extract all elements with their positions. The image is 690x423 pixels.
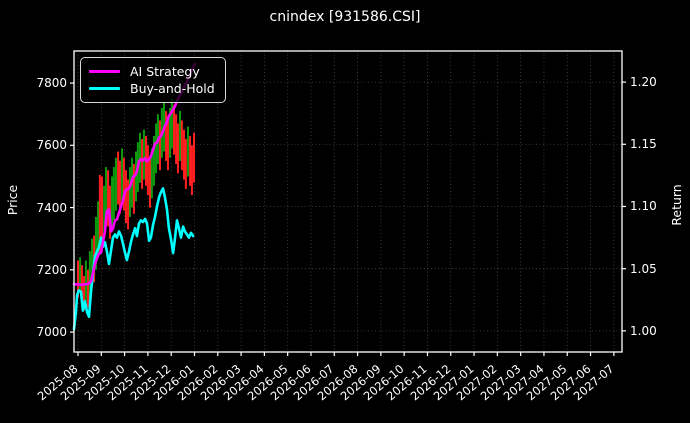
buy-and-hold-line-swatch (89, 86, 120, 91)
price-tick-label: 7600 (36, 138, 67, 153)
price-tick-label: 7800 (36, 76, 67, 91)
return-tick-label: 1.05 (630, 261, 657, 276)
ai-strategy-line-swatch (89, 69, 120, 74)
price-tick-label: 7000 (36, 325, 67, 340)
return-tick-label: 1.20 (630, 75, 657, 90)
series-line-ai-strategy (72, 62, 197, 287)
legend-label-buy-and-hold: Buy-and-Hold (130, 81, 215, 96)
legend-item-buy-and-hold: Buy-and-Hold (89, 80, 217, 97)
return-tick-label: 1.00 (630, 323, 657, 338)
price-tick-label: 7200 (36, 262, 67, 277)
legend: AI Strategy Buy-and-Hold (80, 57, 226, 103)
legend-label-ai-strategy: AI Strategy (130, 64, 200, 79)
plot-border (73, 50, 623, 353)
chart-title: cnindex [931586.CSI] (269, 9, 421, 25)
return-tick-label: 1.10 (630, 199, 657, 214)
return-tick-label: 1.15 (630, 137, 657, 152)
legend-item-ai-strategy: AI Strategy (89, 63, 217, 80)
price-tick-label: 7400 (36, 200, 67, 215)
